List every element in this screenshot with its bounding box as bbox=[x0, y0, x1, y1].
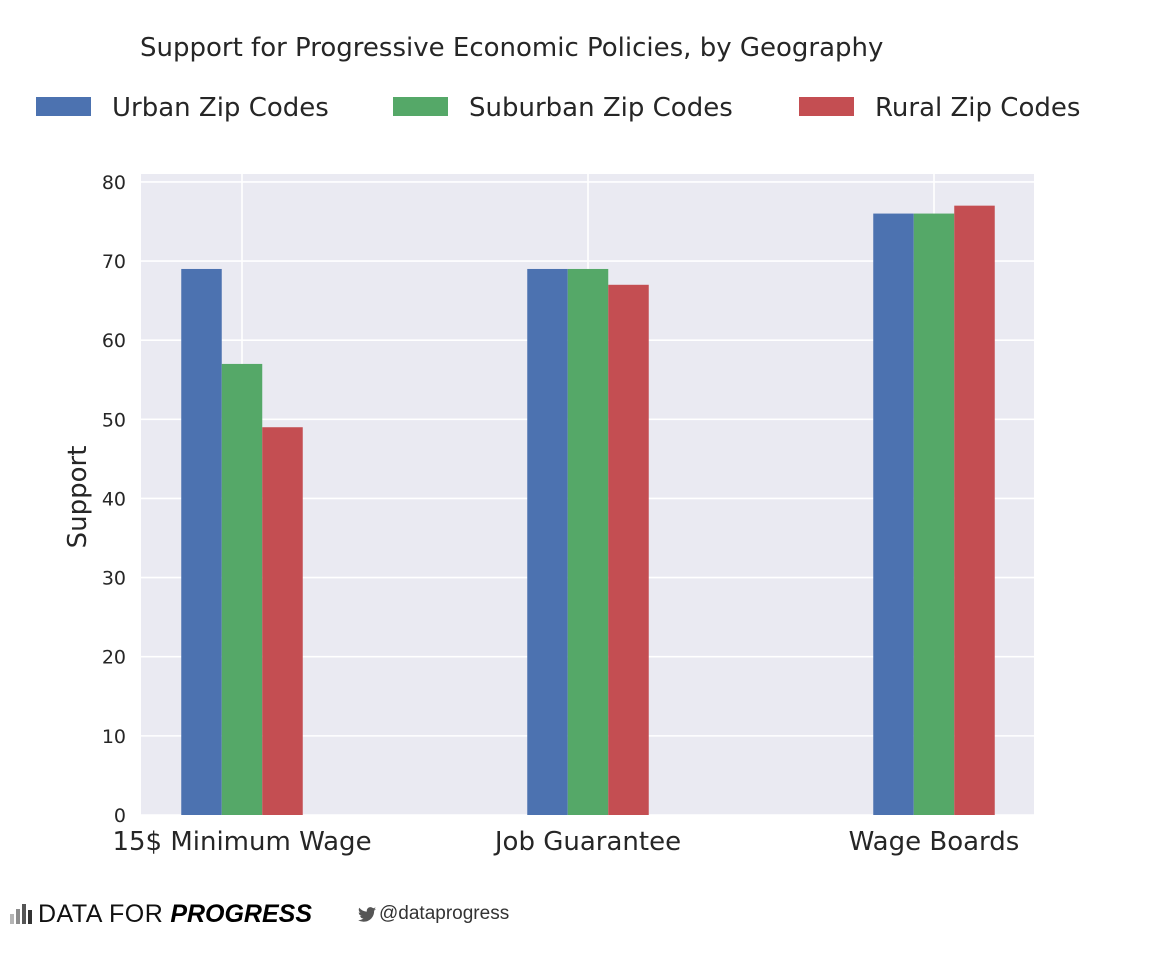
bars bbox=[181, 205, 995, 816]
y-tick-label: 70 bbox=[102, 251, 126, 273]
x-axis-ticks: 15$ Minimum Wage Job Guarantee Wage Boards bbox=[112, 827, 1019, 857]
twitter-handle: @dataprogress bbox=[358, 903, 509, 925]
legend-swatch bbox=[36, 97, 91, 116]
bar-rural-0 bbox=[262, 427, 303, 815]
bar-rural-2 bbox=[954, 205, 995, 816]
bar-rural-1 bbox=[608, 284, 649, 815]
y-tick-label: 60 bbox=[102, 330, 126, 352]
bar-urban-0 bbox=[181, 268, 222, 815]
y-tick-label: 0 bbox=[114, 805, 126, 827]
y-tick-label: 50 bbox=[102, 409, 126, 431]
legend-label: Urban Zip Codes bbox=[112, 93, 329, 123]
y-tick-label: 30 bbox=[102, 568, 126, 590]
legend: Urban Zip Codes Suburban Zip Codes Rural Z… bbox=[36, 93, 1080, 123]
bar-urban-2 bbox=[873, 213, 914, 816]
bar-chart-logo-icon bbox=[10, 904, 32, 924]
y-tick-label: 80 bbox=[102, 172, 126, 194]
chart-title: Support for Progressive Economic Policie… bbox=[140, 33, 883, 63]
bar-suburban-0 bbox=[221, 363, 263, 815]
bar-suburban-1 bbox=[567, 268, 609, 815]
brand-prefix: DATA FOR bbox=[38, 899, 164, 928]
x-category-label: Job Guarantee bbox=[493, 827, 681, 857]
x-category-label: Wage Boards bbox=[849, 827, 1020, 857]
twitter-handle-text: @dataprogress bbox=[379, 903, 510, 924]
legend-swatch bbox=[393, 97, 448, 116]
y-tick-label: 20 bbox=[102, 647, 126, 669]
x-category-label: 15$ Minimum Wage bbox=[112, 827, 371, 857]
bar-suburban-2 bbox=[913, 213, 955, 816]
twitter-bird-icon bbox=[358, 906, 377, 922]
legend-swatch bbox=[799, 97, 854, 116]
y-tick-label: 10 bbox=[102, 726, 126, 748]
legend-label: Suburban Zip Codes bbox=[469, 93, 733, 123]
y-axis-label: Support bbox=[63, 446, 93, 549]
bar-chart: Support for Progressive Economic Policie… bbox=[36, 33, 1080, 857]
bar-urban-1 bbox=[527, 268, 568, 815]
y-axis-ticks: 0 10 20 30 40 50 60 70 80 bbox=[102, 172, 126, 827]
y-tick-label: 40 bbox=[102, 488, 126, 510]
brand-emphasis: PROGRESS bbox=[170, 899, 313, 928]
footer: DATA FOR PROGRESS @dataprogress bbox=[10, 896, 509, 932]
legend-label: Rural Zip Codes bbox=[875, 93, 1080, 123]
brand: DATA FOR PROGRESS bbox=[10, 900, 312, 929]
